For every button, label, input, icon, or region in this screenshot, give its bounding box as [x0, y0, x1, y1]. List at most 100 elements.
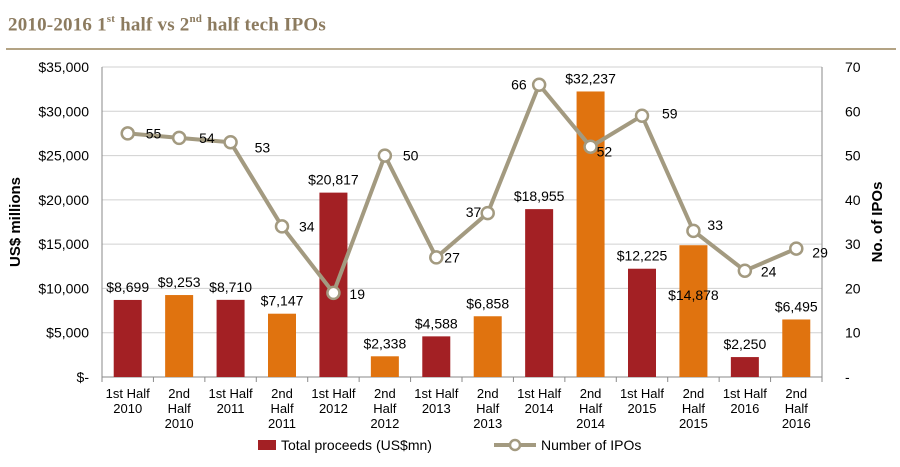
- category-label: 2011: [268, 416, 296, 431]
- ipo-count-point: [583, 139, 598, 154]
- bar-value-label: $14,878: [668, 287, 719, 303]
- category-label: 2013: [422, 401, 451, 416]
- category-label: 1st Half: [209, 386, 253, 401]
- right-tick-label: -: [845, 369, 850, 385]
- bar-value-label: $7,147: [261, 293, 304, 309]
- left-tick-label: $15,000: [38, 236, 89, 252]
- line-value-label: 66: [511, 77, 527, 93]
- ipo-count-point: [531, 77, 547, 92]
- bar: [165, 295, 194, 377]
- line-value-label: 54: [199, 130, 215, 146]
- bar: [525, 209, 554, 377]
- right-tick-label: 50: [845, 148, 861, 164]
- right-axis-title: No. of IPOs: [869, 182, 886, 263]
- title-rule: [6, 48, 896, 50]
- line-value-label: 53: [255, 139, 271, 155]
- bar-value-label: $12,225: [617, 248, 668, 264]
- line-value-label: 27: [444, 249, 460, 265]
- category-label: 1st Half: [311, 386, 355, 401]
- category-label: Half: [682, 401, 706, 416]
- line-value-label: 19: [349, 286, 365, 302]
- right-tick-label: 10: [845, 325, 861, 341]
- category-label: 2nd: [477, 386, 499, 401]
- left-tick-label: $10,000: [38, 280, 89, 296]
- bar: [679, 245, 708, 377]
- category-label: 1st Half: [723, 386, 767, 401]
- line-value-label: 52: [597, 144, 613, 160]
- bar-value-label: $32,237: [565, 70, 616, 86]
- category-label: 2016: [730, 401, 759, 416]
- ipo-count-point: [480, 205, 495, 221]
- category-label: 2016: [782, 416, 811, 431]
- category-label: 2012: [319, 401, 348, 416]
- left-axis-title: US$ millions: [7, 177, 24, 267]
- category-label: 1st Half: [620, 386, 664, 401]
- bar: [782, 319, 811, 377]
- category-label: 2013: [473, 416, 502, 431]
- category-label: 2015: [679, 416, 708, 431]
- right-tick-label: 60: [845, 103, 861, 119]
- bar: [422, 336, 451, 377]
- category-label: 1st Half: [106, 386, 150, 401]
- category-label: Half: [785, 401, 809, 416]
- category-label: Half: [270, 401, 294, 416]
- category-label: 2nd: [374, 386, 396, 401]
- bar: [319, 192, 348, 377]
- legend-marker-ipos: [508, 438, 522, 452]
- legend-label-ipos: Number of IPOs: [541, 437, 641, 453]
- ipo-count-point: [634, 108, 650, 123]
- ipo-count-point: [377, 148, 393, 163]
- left-tick-label: $25,000: [38, 148, 89, 164]
- bar-value-label: $2,338: [363, 335, 406, 351]
- category-label: 2nd: [271, 386, 293, 401]
- ipo-count-point: [274, 219, 290, 234]
- ipo-count-point: [171, 130, 187, 146]
- category-label: 2nd: [580, 386, 602, 401]
- title-row: 2010-2016 1st half vs 2nd half tech IPOs: [0, 0, 900, 50]
- ipo-count-point: [686, 223, 701, 239]
- bar: [370, 356, 399, 377]
- bar: [268, 313, 296, 377]
- category-label: 2015: [628, 401, 657, 416]
- right-tick-label: 20: [845, 280, 861, 296]
- category-label: 2nd: [683, 386, 705, 401]
- bar-value-label: $6,495: [775, 298, 818, 314]
- category-label: 2nd: [785, 386, 807, 401]
- line-value-label: 29: [812, 245, 828, 261]
- category-label: Half: [373, 401, 397, 416]
- bar-value-label: $8,710: [209, 279, 252, 295]
- category-label: Half: [168, 401, 192, 416]
- line-value-label: 24: [761, 264, 777, 280]
- right-tick-label: 30: [845, 236, 861, 252]
- category-label: 2012: [370, 416, 399, 431]
- ipo-count-point: [120, 126, 135, 141]
- category-label: 2nd: [168, 386, 190, 401]
- ipo-count-point: [737, 263, 753, 278]
- bar-value-label: $9,253: [158, 274, 201, 290]
- category-label: 1st Half: [517, 386, 561, 401]
- category-label: 1st Half: [414, 386, 458, 401]
- left-tick-label: $20,000: [38, 192, 89, 208]
- line-value-label: 34: [299, 218, 315, 234]
- category-label: 2011: [217, 401, 245, 416]
- ipo-count-point: [223, 135, 238, 150]
- bar-value-label: $2,250: [723, 336, 766, 352]
- bar-value-label: $20,817: [308, 172, 359, 188]
- ipo-count-point: [429, 250, 444, 265]
- left-tick-label: $30,000: [38, 103, 89, 119]
- left-tick-label: $5,000: [46, 325, 89, 341]
- bar: [216, 299, 245, 377]
- bar: [113, 299, 142, 377]
- bar-value-label: $18,955: [514, 188, 565, 204]
- right-tick-label: 70: [845, 59, 861, 75]
- bar-value-label: $8,699: [106, 279, 149, 295]
- bar: [730, 357, 759, 377]
- ipo-count-point: [326, 285, 341, 301]
- right-tick-label: 40: [845, 192, 861, 208]
- ipo-count-line: [127, 80, 798, 297]
- line-value-label: 50: [403, 148, 419, 164]
- category-label: 2010: [113, 401, 142, 416]
- line-value-label: 59: [662, 106, 678, 122]
- bar-value-label: $6,858: [466, 295, 509, 311]
